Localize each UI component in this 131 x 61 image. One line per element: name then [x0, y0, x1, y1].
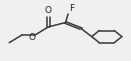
Text: O: O — [29, 33, 36, 42]
Text: F: F — [69, 4, 75, 13]
Text: O: O — [45, 6, 52, 15]
